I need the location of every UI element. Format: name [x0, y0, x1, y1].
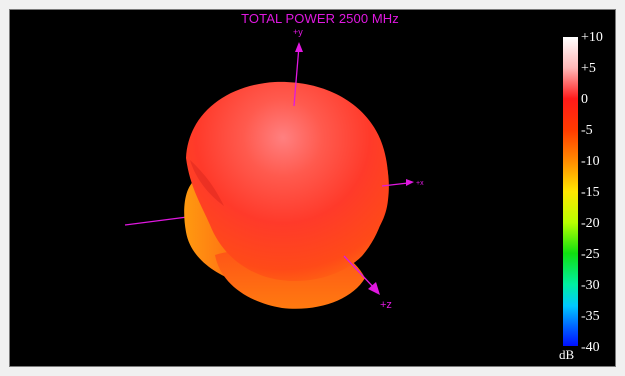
- plot-title: TOTAL POWER 2500 MHz: [241, 11, 399, 26]
- x-axis-arrowhead: [406, 179, 414, 186]
- z-axis-line: [343, 255, 377, 291]
- x-axis-negative-line: [124, 215, 196, 226]
- x-axis-label: +x: [416, 180, 424, 187]
- pattern-main-body: [186, 81, 389, 282]
- colorbar-tick: -10: [581, 154, 600, 169]
- colorbar-tick: -5: [581, 123, 593, 138]
- colorbar-tick: -35: [581, 309, 600, 324]
- z-axis-arrowhead: [368, 282, 380, 295]
- colorbar-unit-label: dB: [559, 347, 575, 362]
- radiation-pattern-view[interactable]: TOTAL POWER 2500 MHz: [9, 9, 616, 367]
- x-axis-line: [381, 182, 409, 187]
- y-axis-line: [293, 45, 300, 107]
- colorbar-tick: +5: [581, 61, 596, 76]
- colorbar-tick: -20: [581, 216, 600, 231]
- z-axis-label: +z: [380, 299, 392, 311]
- colorbar-tick: -25: [581, 247, 600, 262]
- colorbar-tick: 0: [581, 92, 588, 107]
- pattern-fold-shade: [190, 160, 224, 206]
- colorbar-tick: +10: [581, 30, 603, 45]
- colorbar-scale: [563, 37, 578, 346]
- colorbar-tick: -30: [581, 278, 600, 293]
- y-axis-label: +y: [293, 27, 303, 37]
- pattern-3d-plot: +y +x +z: [124, 27, 424, 311]
- y-axis-arrowhead: [295, 42, 303, 52]
- colorbar-tick: -15: [581, 185, 600, 200]
- colorbar-tick: -40: [581, 340, 600, 355]
